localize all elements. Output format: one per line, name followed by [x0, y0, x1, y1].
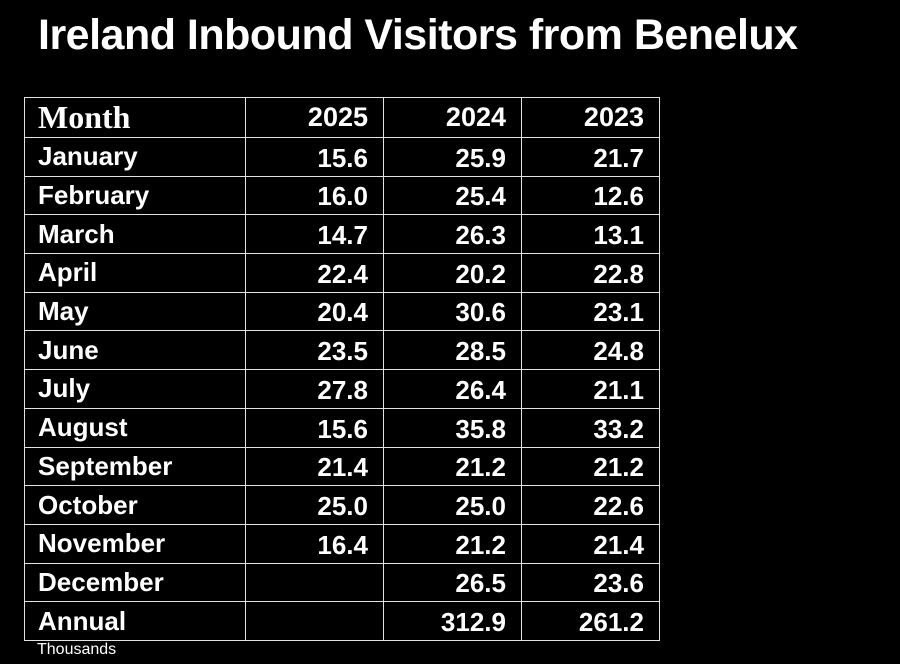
value-cell-2024: 28.5	[383, 330, 522, 371]
value-cell-2024: 26.5	[383, 562, 522, 603]
value-cell-2025: 25.0	[245, 485, 384, 525]
value-cell-2023: 21.1	[521, 369, 660, 409]
value-cell-2023: 261.2	[521, 601, 660, 641]
column-header-2023: 2023	[521, 97, 660, 138]
value-cell-2025: 21.4	[245, 446, 384, 487]
column-header-month: Month	[24, 97, 246, 138]
value-cell-2025: 22.4	[245, 253, 384, 293]
table-row-february: February 16.0 25.4 12.6	[24, 175, 660, 216]
table-row-annual: Annual 312.9 261.2	[24, 601, 660, 641]
value-cell-2024: 20.2	[383, 253, 522, 293]
table-row-march: March 14.7 26.3 13.1	[24, 214, 660, 255]
table-row-april: April 22.4 20.2 22.8	[24, 253, 660, 293]
value-cell-2025: 16.0	[245, 175, 384, 216]
value-cell-2025: 27.8	[245, 369, 384, 409]
month-cell: September	[24, 446, 246, 487]
value-cell-2023: 21.7	[521, 137, 660, 177]
value-cell-2023: 21.2	[521, 446, 660, 487]
month-cell: May	[24, 291, 246, 332]
value-cell-2023: 13.1	[521, 214, 660, 255]
value-cell-2024: 21.2	[383, 523, 522, 564]
month-cell: March	[24, 214, 246, 255]
table-row-november: November 16.4 21.2 21.4	[24, 523, 660, 564]
header-row: Month 2025 2024 2023	[24, 97, 660, 138]
value-cell-2023: 24.8	[521, 330, 660, 371]
month-cell: December	[24, 562, 246, 603]
value-cell-2024: 35.8	[383, 407, 522, 448]
value-cell-2025	[245, 562, 384, 603]
value-cell-2024: 26.4	[383, 369, 522, 409]
units-footnote: Thousands	[37, 641, 117, 658]
value-cell-2023: 23.6	[521, 562, 660, 603]
column-header-2024: 2024	[383, 97, 522, 138]
table-row-july: July 27.8 26.4 21.1	[24, 369, 660, 409]
page-title: Ireland Inbound Visitors from Benelux	[38, 11, 798, 59]
month-cell: November	[24, 523, 246, 564]
table-row-august: August 15.6 35.8 33.2	[24, 407, 660, 448]
value-cell-2024: 25.0	[383, 485, 522, 525]
value-cell-2023: 21.4	[521, 523, 660, 564]
value-cell-2023: 33.2	[521, 407, 660, 448]
value-cell-2025: 15.6	[245, 407, 384, 448]
value-cell-2025: 23.5	[245, 330, 384, 371]
value-cell-2025: 16.4	[245, 523, 384, 564]
table-row-september: September 21.4 21.2 21.2	[24, 446, 660, 487]
value-cell-2025: 14.7	[245, 214, 384, 255]
month-cell: January	[24, 137, 246, 177]
value-cell-2025: 20.4	[245, 291, 384, 332]
column-header-2025: 2025	[245, 97, 384, 138]
value-cell-2023: 12.6	[521, 175, 660, 216]
value-cell-2025	[245, 601, 384, 641]
month-cell: Annual	[24, 601, 246, 641]
visitors-table: Month 2025 2024 2023 January 15.6 25.9 21.7…	[24, 97, 660, 641]
value-cell-2023: 22.8	[521, 253, 660, 293]
month-cell: April	[24, 253, 246, 293]
month-cell: October	[24, 485, 246, 525]
value-cell-2024: 25.9	[383, 137, 522, 177]
month-cell: August	[24, 407, 246, 448]
value-cell-2023: 23.1	[521, 291, 660, 332]
value-cell-2025: 15.6	[245, 137, 384, 177]
value-cell-2024: 25.4	[383, 175, 522, 216]
table-row-may: May 20.4 30.6 23.1	[24, 291, 660, 332]
table-row-january: January 15.6 25.9 21.7	[24, 137, 660, 177]
month-cell: February	[24, 175, 246, 216]
table-row-december: December 26.5 23.6	[24, 562, 660, 603]
month-cell: June	[24, 330, 246, 371]
value-cell-2024: 312.9	[383, 601, 522, 641]
month-cell: July	[24, 369, 246, 409]
value-cell-2024: 21.2	[383, 446, 522, 487]
value-cell-2024: 30.6	[383, 291, 522, 332]
value-cell-2024: 26.3	[383, 214, 522, 255]
table-row-october: October 25.0 25.0 22.6	[24, 485, 660, 525]
value-cell-2023: 22.6	[521, 485, 660, 525]
table-row-june: June 23.5 28.5 24.8	[24, 330, 660, 371]
